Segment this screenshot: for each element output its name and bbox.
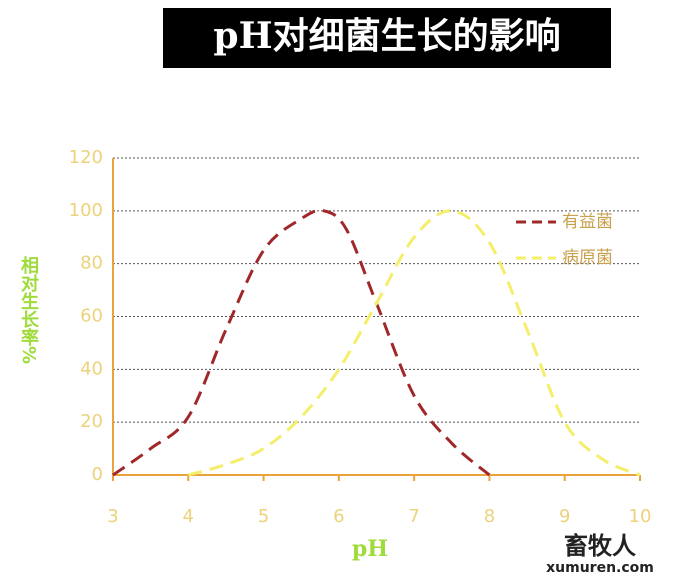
- x-tick-label: 5: [258, 506, 269, 527]
- line: [112, 208, 491, 477]
- x-axis-label: pH: [352, 536, 388, 562]
- x-tick-label: 9: [559, 506, 570, 527]
- y-axis-label: 相对生长率%: [18, 256, 39, 364]
- title-box: [163, 8, 611, 68]
- x-tick-label: 3: [107, 506, 118, 527]
- y-tick-label: 0: [92, 464, 103, 485]
- watermark: xumuren.com: [546, 560, 654, 576]
- y-tick-label: 120: [69, 147, 103, 168]
- legend-label: 有益菌: [562, 212, 613, 232]
- x-tick-label: 6: [333, 506, 344, 527]
- x-tick-label: 8: [484, 506, 495, 527]
- y-tick-label: 40: [80, 358, 103, 379]
- y-tick-label: 60: [80, 306, 103, 327]
- y-tick-label: 100: [69, 200, 103, 221]
- x-tick-label: 10: [629, 506, 652, 527]
- watermark: 畜牧人: [564, 532, 636, 560]
- y-tick-label: 80: [80, 253, 103, 274]
- legend-label: 病原菌: [562, 248, 613, 268]
- chart-title: pH对细菌生长的影响: [213, 15, 560, 57]
- y-tick-label: 20: [80, 411, 103, 432]
- x-tick-label: 4: [183, 506, 194, 527]
- x-tick-label: 7: [408, 506, 419, 527]
